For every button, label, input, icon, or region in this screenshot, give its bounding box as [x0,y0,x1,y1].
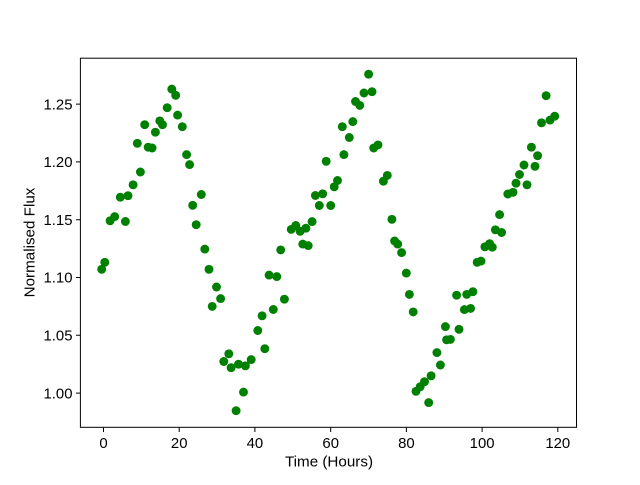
svg-text:1.00: 1.00 [44,386,73,402]
svg-text:0: 0 [99,436,107,452]
svg-text:1.20: 1.20 [44,155,73,171]
svg-text:Normalised Flux: Normalised Flux [22,187,39,297]
svg-text:1.10: 1.10 [44,271,73,287]
svg-text:60: 60 [322,436,339,452]
svg-text:20: 20 [171,436,188,452]
svg-text:80: 80 [398,436,415,452]
svg-text:100: 100 [470,436,495,452]
svg-text:120: 120 [545,436,570,452]
svg-text:1.15: 1.15 [44,213,73,229]
svg-text:1.25: 1.25 [44,97,73,113]
svg-text:Time (Hours): Time (Hours) [285,454,373,471]
svg-text:40: 40 [247,436,264,452]
svg-text:1.05: 1.05 [44,329,73,345]
